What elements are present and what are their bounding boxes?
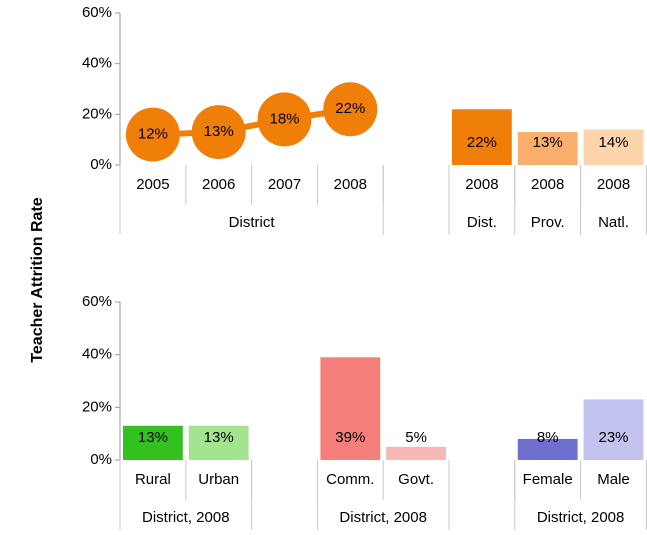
- data-label: 39%: [335, 429, 365, 446]
- data-label: 23%: [598, 429, 628, 446]
- x-tick-label: 2006: [202, 176, 235, 193]
- bar: [188, 425, 249, 460]
- x-tick-label: 2005: [136, 176, 169, 193]
- y-tick-label: 40%: [82, 55, 112, 72]
- line-marker: [125, 107, 180, 162]
- bar: [386, 446, 446, 460]
- group-label: Dist.: [467, 214, 497, 231]
- line-marker: [323, 82, 378, 137]
- group-label: District, 2008: [537, 509, 625, 526]
- data-label: 13%: [533, 134, 563, 151]
- group-label: District, 2008: [142, 509, 230, 526]
- bar: [583, 399, 644, 460]
- group-label: District: [229, 214, 276, 231]
- line-marker: [257, 92, 312, 147]
- x-tick-label: 2007: [268, 176, 301, 193]
- y-tick-label: 20%: [82, 398, 112, 415]
- data-label: 12%: [138, 126, 168, 143]
- x-tick-label: Comm.: [326, 471, 374, 488]
- group-label: District, 2008: [339, 509, 427, 526]
- bar: [452, 109, 512, 165]
- data-label: 22%: [335, 100, 365, 117]
- x-tick-label: 2008: [597, 176, 630, 193]
- x-tick-label: Rural: [135, 471, 171, 488]
- data-label: 18%: [269, 110, 299, 127]
- y-tick-label: 40%: [82, 346, 112, 363]
- bar: [517, 132, 578, 165]
- group-label: Natl.: [598, 214, 629, 231]
- data-label: 5%: [405, 429, 427, 446]
- x-tick-label: 2008: [531, 176, 564, 193]
- bar: [320, 357, 381, 460]
- x-tick-label: 2008: [465, 176, 498, 193]
- data-label: 14%: [598, 134, 628, 151]
- y-tick-label: 60%: [82, 293, 112, 310]
- y-tick-label: 20%: [82, 105, 112, 122]
- line-marker: [191, 105, 246, 160]
- y-tick-label: 0%: [90, 451, 112, 468]
- group-label: Prov.: [531, 214, 565, 231]
- bar: [517, 438, 578, 460]
- bar: [123, 425, 183, 460]
- x-tick-label: 2008: [334, 176, 367, 193]
- y-tick-label: 60%: [82, 4, 112, 21]
- y-axis-label: Teacher Attrition Rate: [29, 197, 46, 362]
- data-label: 8%: [537, 429, 559, 446]
- data-label: 22%: [467, 134, 497, 151]
- x-tick-label: Urban: [198, 471, 239, 488]
- data-label: 13%: [204, 429, 234, 446]
- data-label: 13%: [204, 123, 234, 140]
- y-tick-label: 0%: [90, 156, 112, 173]
- x-tick-label: Female: [523, 471, 573, 488]
- x-tick-label: Male: [597, 471, 630, 488]
- bar: [583, 129, 644, 165]
- line: [152, 106, 351, 138]
- data-label: 13%: [138, 429, 168, 446]
- x-tick-label: Govt.: [398, 471, 434, 488]
